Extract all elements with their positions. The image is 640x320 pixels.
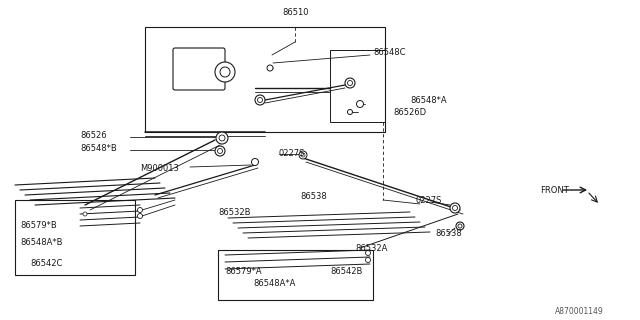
Circle shape	[301, 153, 305, 157]
Circle shape	[215, 62, 235, 82]
Text: FRONT: FRONT	[540, 186, 569, 195]
Circle shape	[138, 213, 143, 219]
Text: 0227S: 0227S	[415, 196, 442, 204]
Circle shape	[267, 65, 273, 71]
Circle shape	[348, 81, 353, 85]
Bar	[15, 200, 135, 275]
Text: 86526D: 86526D	[393, 108, 426, 116]
Circle shape	[348, 109, 353, 115]
Circle shape	[219, 135, 225, 141]
Text: M900013: M900013	[140, 164, 179, 172]
Text: 86538: 86538	[300, 191, 327, 201]
Circle shape	[452, 205, 458, 211]
Circle shape	[456, 222, 464, 230]
Circle shape	[345, 78, 355, 88]
Text: 86542B: 86542B	[330, 267, 362, 276]
Text: 86526: 86526	[80, 131, 107, 140]
Text: 0227S: 0227S	[278, 148, 305, 157]
Text: A870001149: A870001149	[555, 307, 604, 316]
Circle shape	[252, 158, 259, 165]
Bar	[145, 27, 385, 132]
Circle shape	[215, 146, 225, 156]
Circle shape	[220, 67, 230, 77]
Circle shape	[365, 251, 371, 255]
Circle shape	[216, 132, 228, 144]
FancyBboxPatch shape	[173, 48, 225, 90]
Text: 86542C: 86542C	[30, 259, 62, 268]
Text: 86532A: 86532A	[355, 244, 387, 252]
Circle shape	[299, 151, 307, 159]
Circle shape	[255, 95, 265, 105]
Circle shape	[365, 258, 371, 262]
Text: 86548*A: 86548*A	[410, 95, 447, 105]
Text: 86510: 86510	[282, 7, 308, 17]
Circle shape	[450, 203, 460, 213]
Circle shape	[257, 98, 262, 102]
Text: 86579*A: 86579*A	[225, 267, 262, 276]
Text: 86532B: 86532B	[218, 207, 250, 217]
Circle shape	[83, 212, 87, 216]
Circle shape	[218, 148, 223, 154]
Circle shape	[356, 100, 364, 108]
Text: 86548A*B: 86548A*B	[20, 237, 63, 246]
Text: 86579*B: 86579*B	[20, 220, 57, 229]
Bar	[330, 50, 385, 122]
Circle shape	[458, 224, 462, 228]
Text: 86538: 86538	[435, 228, 461, 237]
Text: 86548*B: 86548*B	[80, 143, 116, 153]
Bar	[218, 250, 373, 300]
Circle shape	[138, 207, 143, 212]
Text: 86548A*A: 86548A*A	[253, 278, 296, 287]
Text: 86548C: 86548C	[373, 47, 406, 57]
